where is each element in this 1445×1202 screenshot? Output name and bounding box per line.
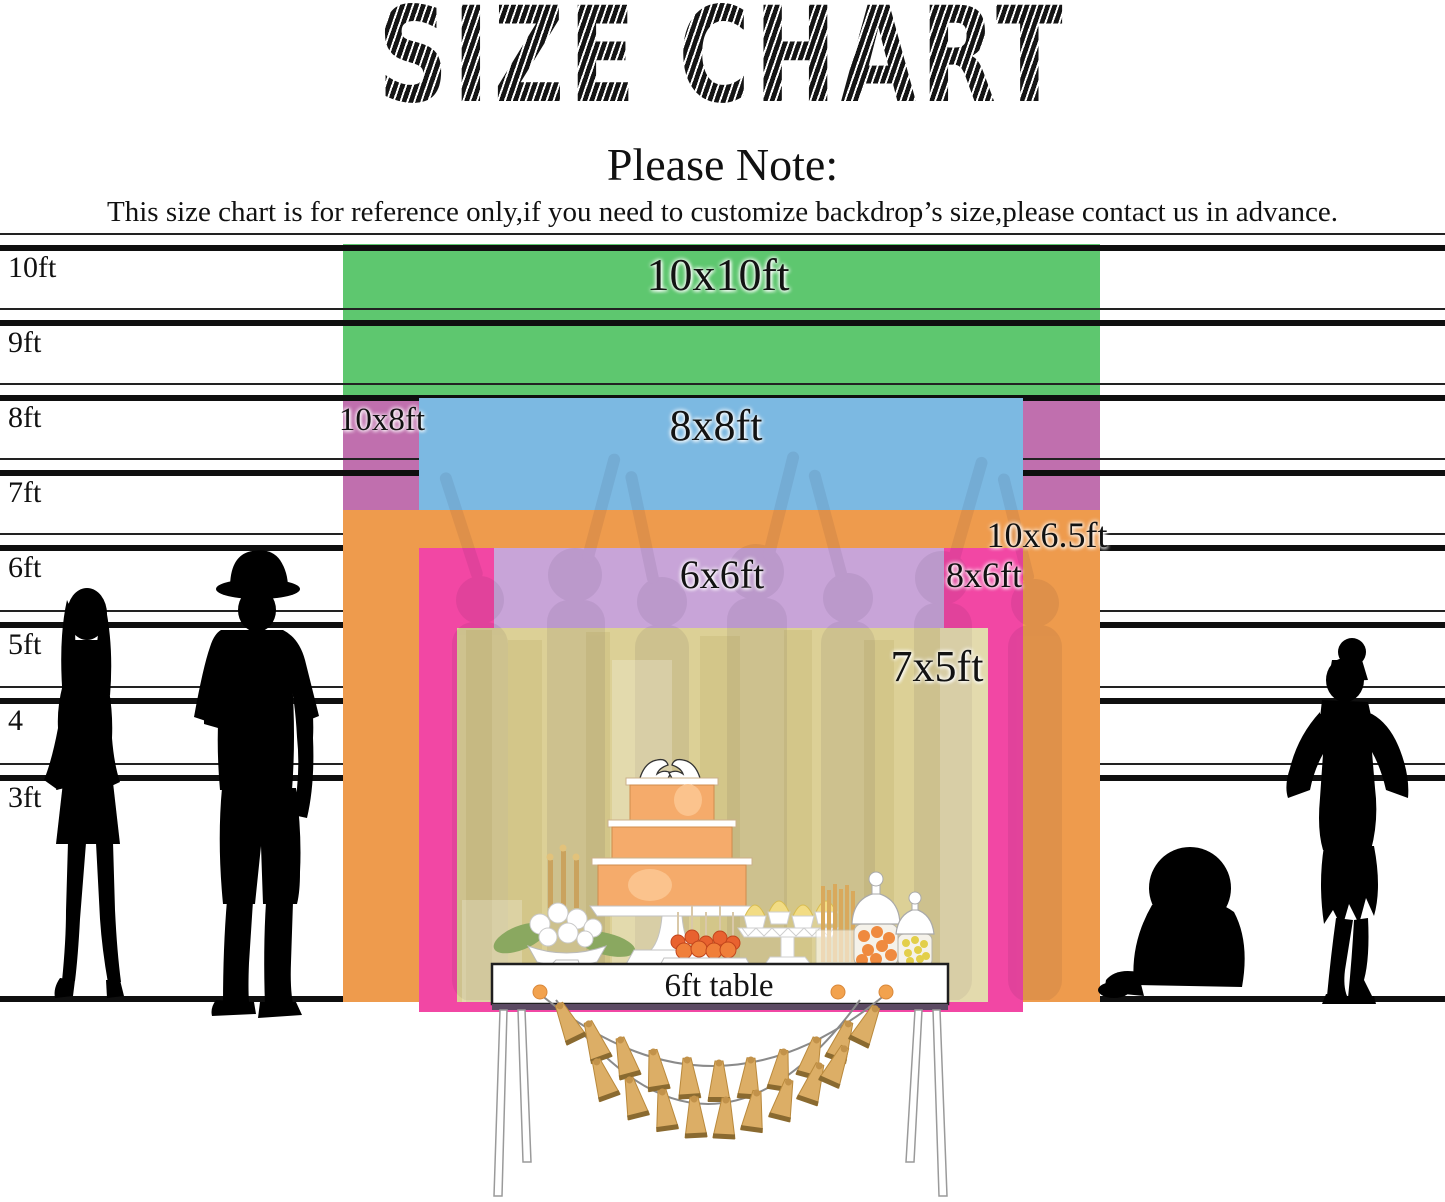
title-deco-stripes [370,0,1075,122]
note-body: This size chart is for reference only,if… [107,196,1338,228]
ruler-label-10ft: 10ft [8,251,57,284]
ruler-line-9ft [0,320,1445,326]
silhouette-woman-right [1286,638,1409,1004]
wedding-cake [589,758,755,967]
stick-candy-cup [815,884,859,965]
ruler-label-9ft: 9ft [8,326,42,359]
ruler-line [0,308,1445,310]
size-label-10x8ft: 10x8ft [338,402,426,438]
table-shadow [492,1004,948,1010]
crowd-watermark [439,451,1062,1000]
title-wrap: SIZE CHART [188,0,1257,122]
size-label-8x6ft: 8x6ft [946,555,1022,595]
ruler-line [0,233,1445,235]
size-label-8x8ft: 8x8ft [669,401,763,450]
ruler-line-10ft [0,245,1445,251]
ruler-label-6ft: 6ft [8,551,42,584]
flower-arrangement [493,902,636,967]
dessert-table-scene [490,758,950,1197]
silhouette-man-left [194,550,319,1018]
candy-jar-orange [851,871,901,967]
ruler-label-5ft: 5ft [8,628,42,661]
size-label-6x6ft: 6x6ft [679,552,765,597]
ruler-label-4ft: 4 [8,704,23,737]
cupcake-stand [737,900,839,967]
table-legs [493,1009,948,1197]
silhouette-woman-left [44,588,124,998]
ruler-label-7ft: 7ft [8,476,42,509]
table-size-label: 6ft table [664,968,774,1004]
ruler-label-8ft: 8ft [8,401,42,434]
silhouette-baby-right [1098,847,1245,998]
ruler-label-3ft: 3ft [8,781,42,814]
note-heading: Please Note: [606,139,839,190]
tassel-garland [532,984,894,1141]
ruler-line [0,383,1445,385]
size-label-7x5ft: 7x5ft [890,642,984,691]
candles [546,844,580,908]
candy-jar-yellow [895,891,935,967]
size-label-10x6-5ft: 10x6.5ft [986,515,1108,555]
size-label-10x10ft: 10x10ft [646,249,790,300]
page-title: SIZE CHART [370,0,1075,122]
